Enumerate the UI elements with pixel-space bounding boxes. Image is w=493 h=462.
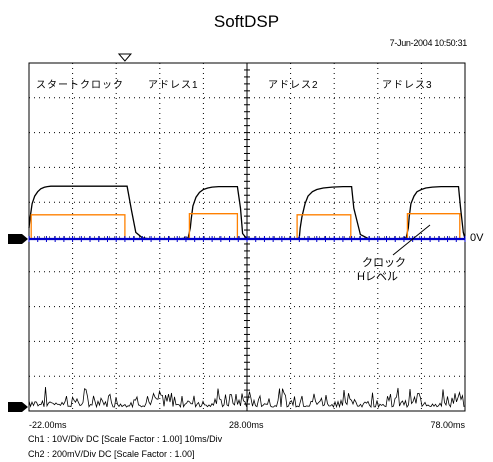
channel-2-noise-trace — [28, 386, 465, 409]
clock-annotation-leader — [392, 224, 431, 256]
zero-level-label: 0V — [470, 232, 484, 244]
x-axis-mid-label: 28.00ms — [229, 420, 264, 430]
chart-title: SoftDSP — [213, 12, 280, 31]
ground-level-marker — [8, 402, 28, 412]
clock-label: クロック — [362, 257, 406, 269]
graticule-grid — [29, 62, 465, 412]
trigger-position-marker — [117, 53, 133, 62]
channel-2-trace — [28, 386, 465, 409]
ground-level-marker — [8, 234, 28, 244]
channel-1-settings: Ch1 : 10V/Div DC [Scale Factor : 1.00] 1… — [28, 434, 223, 444]
x-axis-min-label: -22.00ms — [29, 420, 67, 430]
annotation-address-2: アドレス2 — [268, 80, 319, 91]
marker-layer — [8, 53, 133, 412]
annotation-address-3: アドレス3 — [382, 80, 433, 91]
channel-2-settings: Ch2 : 200mV/Div DC [Scale Factor : 1.00] — [28, 449, 195, 459]
timestamp: 7-Jun-2004 10:50:31 — [389, 38, 468, 48]
x-axis-max-label: 78.00ms — [430, 420, 465, 430]
trace-layer — [28, 185, 466, 242]
annotation-start-clock: スタートクロック — [36, 80, 124, 91]
annotation-address-1: アドレス1 — [148, 80, 199, 91]
clock-h-level-label: Hレベル — [357, 271, 398, 283]
